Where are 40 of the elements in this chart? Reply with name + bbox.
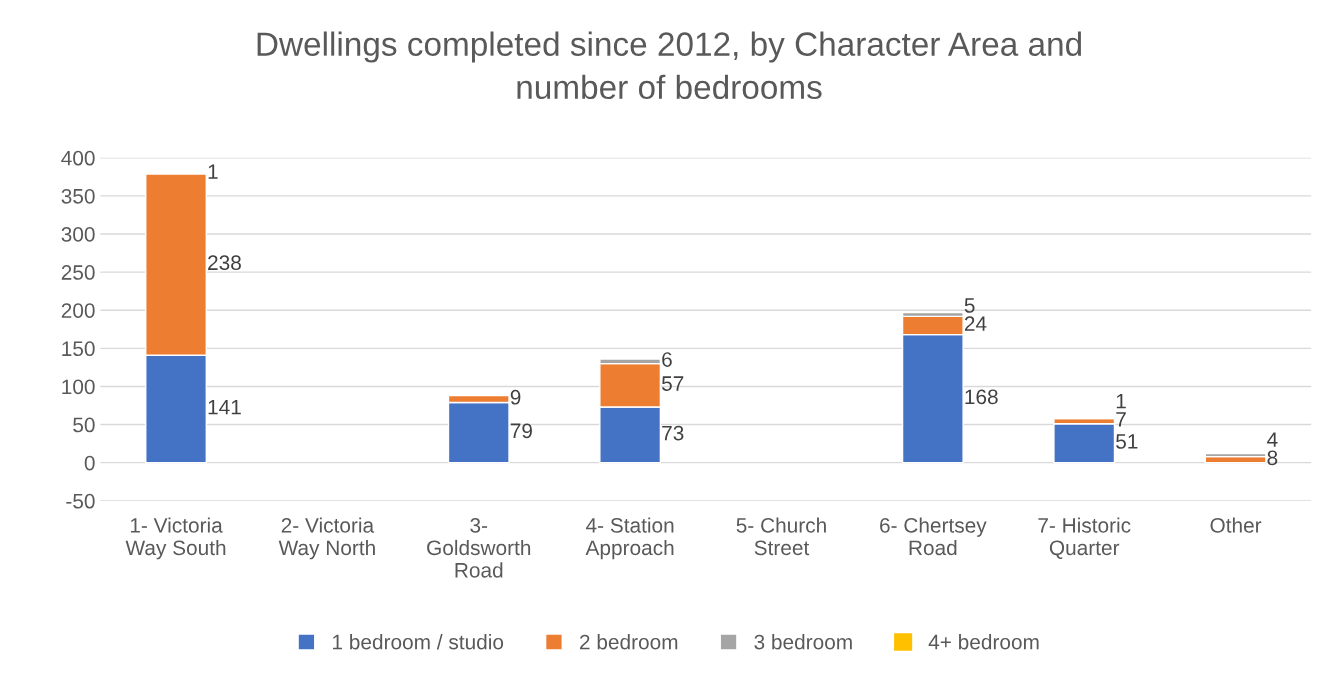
x-tick-label: 1- Victoria Way South (125, 517, 226, 560)
y-tick-label: -50 (66, 493, 95, 509)
y-tick-label: 250 (61, 265, 95, 280)
data-label: 73 (662, 425, 684, 441)
data-label: 79 (510, 423, 532, 439)
y-tick-label: 150 (62, 341, 95, 357)
y-tick-label: 350 (61, 188, 95, 204)
data-label: 8 (1267, 450, 1278, 466)
chart-title: Dwellings completed since 2012, by Character Area and number of bedrooms (257, 31, 1081, 100)
bar (1053, 423, 1116, 464)
data-label: 9 (510, 389, 521, 405)
data-label: 1 (1116, 393, 1126, 409)
x-tick-label: 4- Station Approach (585, 517, 674, 560)
x-tick-label: 6- Chertsey Road (880, 517, 987, 556)
data-label: 24 (964, 316, 987, 331)
x-tick-label: 5- Church Street (736, 517, 826, 556)
data-label: 57 (661, 376, 684, 391)
data-label: 6 (662, 352, 672, 367)
data-label: 1 (208, 164, 218, 179)
x-tick-label: Other (1210, 517, 1262, 533)
x-tick-label: 2- Victoria Way North (278, 517, 375, 560)
data-label: 238 (208, 255, 241, 271)
x-tick-label: 7- Historic Quarter (1038, 517, 1131, 559)
legend-label: 3 bedroom (754, 634, 852, 650)
y-tick-label: 50 (73, 417, 95, 433)
data-label: 51 (1116, 434, 1138, 449)
legend-label: 1 bedroom / studio (333, 634, 504, 650)
data-label: 141 (208, 399, 241, 415)
y-tick-label: 200 (61, 303, 95, 318)
y-tick-label: 100 (62, 379, 95, 395)
data-label: 168 (965, 389, 998, 405)
legend-label: 4+ bedroom (928, 634, 1039, 650)
x-tick-label: 3- Goldsworth Road (427, 518, 531, 578)
y-tick-label: 300 (61, 227, 95, 242)
data-label: 5 (964, 298, 975, 313)
y-tick-label: 400 (61, 150, 95, 166)
data-label: 4 (1267, 432, 1278, 447)
legend-label: 2 bedroom (580, 634, 678, 650)
y-tick-label: 0 (84, 455, 95, 471)
data-label: 7 (1116, 412, 1126, 427)
